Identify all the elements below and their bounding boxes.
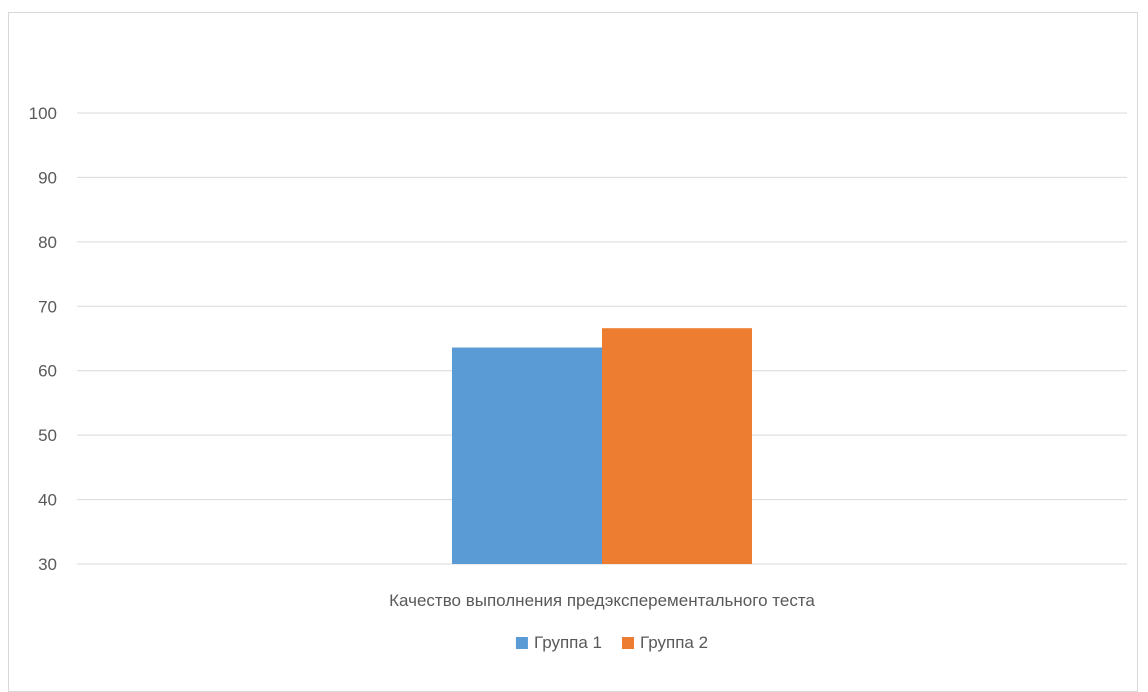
x-category-label: Качество выполнения предэксперементально… bbox=[389, 591, 815, 610]
x-axis-category-labels: Качество выполнения предэксперементально… bbox=[389, 591, 815, 610]
y-tick-label: 80 bbox=[38, 233, 57, 252]
legend-label-2: Группа 2 bbox=[640, 633, 708, 652]
y-axis-tick-labels: 30 40 50 60 70 80 90 100 bbox=[29, 104, 57, 574]
legend: Группа 1 Группа 2 bbox=[515, 633, 708, 652]
y-tick-label: 60 bbox=[38, 362, 57, 381]
y-tick-label: 100 bbox=[29, 104, 57, 123]
gridlines bbox=[77, 112, 1127, 565]
y-tick-label: 90 bbox=[38, 168, 57, 187]
bars bbox=[452, 328, 752, 564]
bar-1 bbox=[452, 347, 602, 564]
y-tick-label: 70 bbox=[38, 297, 57, 316]
y-tick-label: 40 bbox=[38, 491, 57, 510]
legend-swatch-1 bbox=[515, 637, 528, 649]
legend-label-1: Группа 1 bbox=[534, 633, 602, 652]
y-tick-label: 30 bbox=[38, 555, 57, 574]
legend-swatch-2 bbox=[622, 637, 634, 649]
y-tick-label: 50 bbox=[38, 426, 57, 445]
bar-2 bbox=[602, 328, 752, 564]
